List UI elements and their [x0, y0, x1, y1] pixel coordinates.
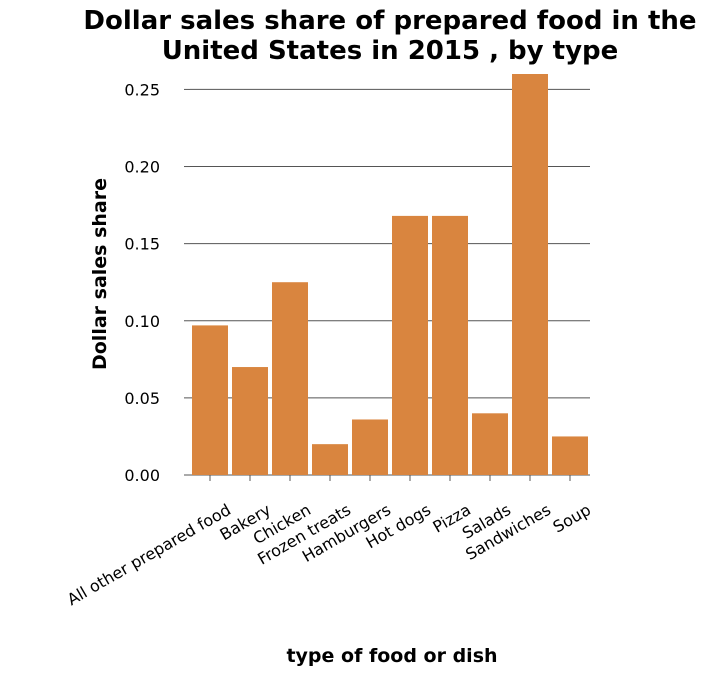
y-tick-label-1: 0.05 — [124, 389, 160, 408]
x-axis-ticks: All other prepared foodBakeryChickenFroz… — [64, 475, 594, 609]
y-axis-label: Dollar sales share — [89, 178, 111, 370]
y-tick-label-5: 0.25 — [124, 80, 160, 99]
bar-1 — [232, 367, 268, 475]
y-tick-label-2: 0.10 — [124, 312, 160, 331]
bar-2 — [272, 282, 308, 475]
x-tick-label-9: Soup — [550, 500, 594, 537]
x-tick-label-0: All other prepared food — [64, 500, 234, 609]
bar-4 — [352, 419, 388, 475]
chart-title-line-1: Dollar sales share of prepared food in t… — [83, 6, 697, 36]
y-tick-label-4: 0.20 — [124, 158, 160, 177]
bars — [192, 74, 588, 475]
y-tick-label-3: 0.15 — [124, 235, 160, 254]
bar-8 — [512, 74, 548, 475]
y-tick-label-0: 0.00 — [124, 466, 160, 485]
bar-6 — [432, 215, 468, 475]
bar-0 — [192, 325, 228, 475]
bar-3 — [312, 444, 348, 475]
bar-7 — [472, 413, 508, 475]
chart-title-line-2: United States in 2015 , by type — [161, 36, 619, 66]
chart-title: Dollar sales share of prepared food in t… — [0, 6, 708, 66]
bar-9 — [552, 436, 588, 475]
y-axis-ticks: 0.00 0.05 0.10 0.15 0.20 0.25 — [124, 80, 190, 485]
bar-5 — [392, 215, 428, 475]
x-axis-label: type of food or dish — [286, 645, 497, 667]
